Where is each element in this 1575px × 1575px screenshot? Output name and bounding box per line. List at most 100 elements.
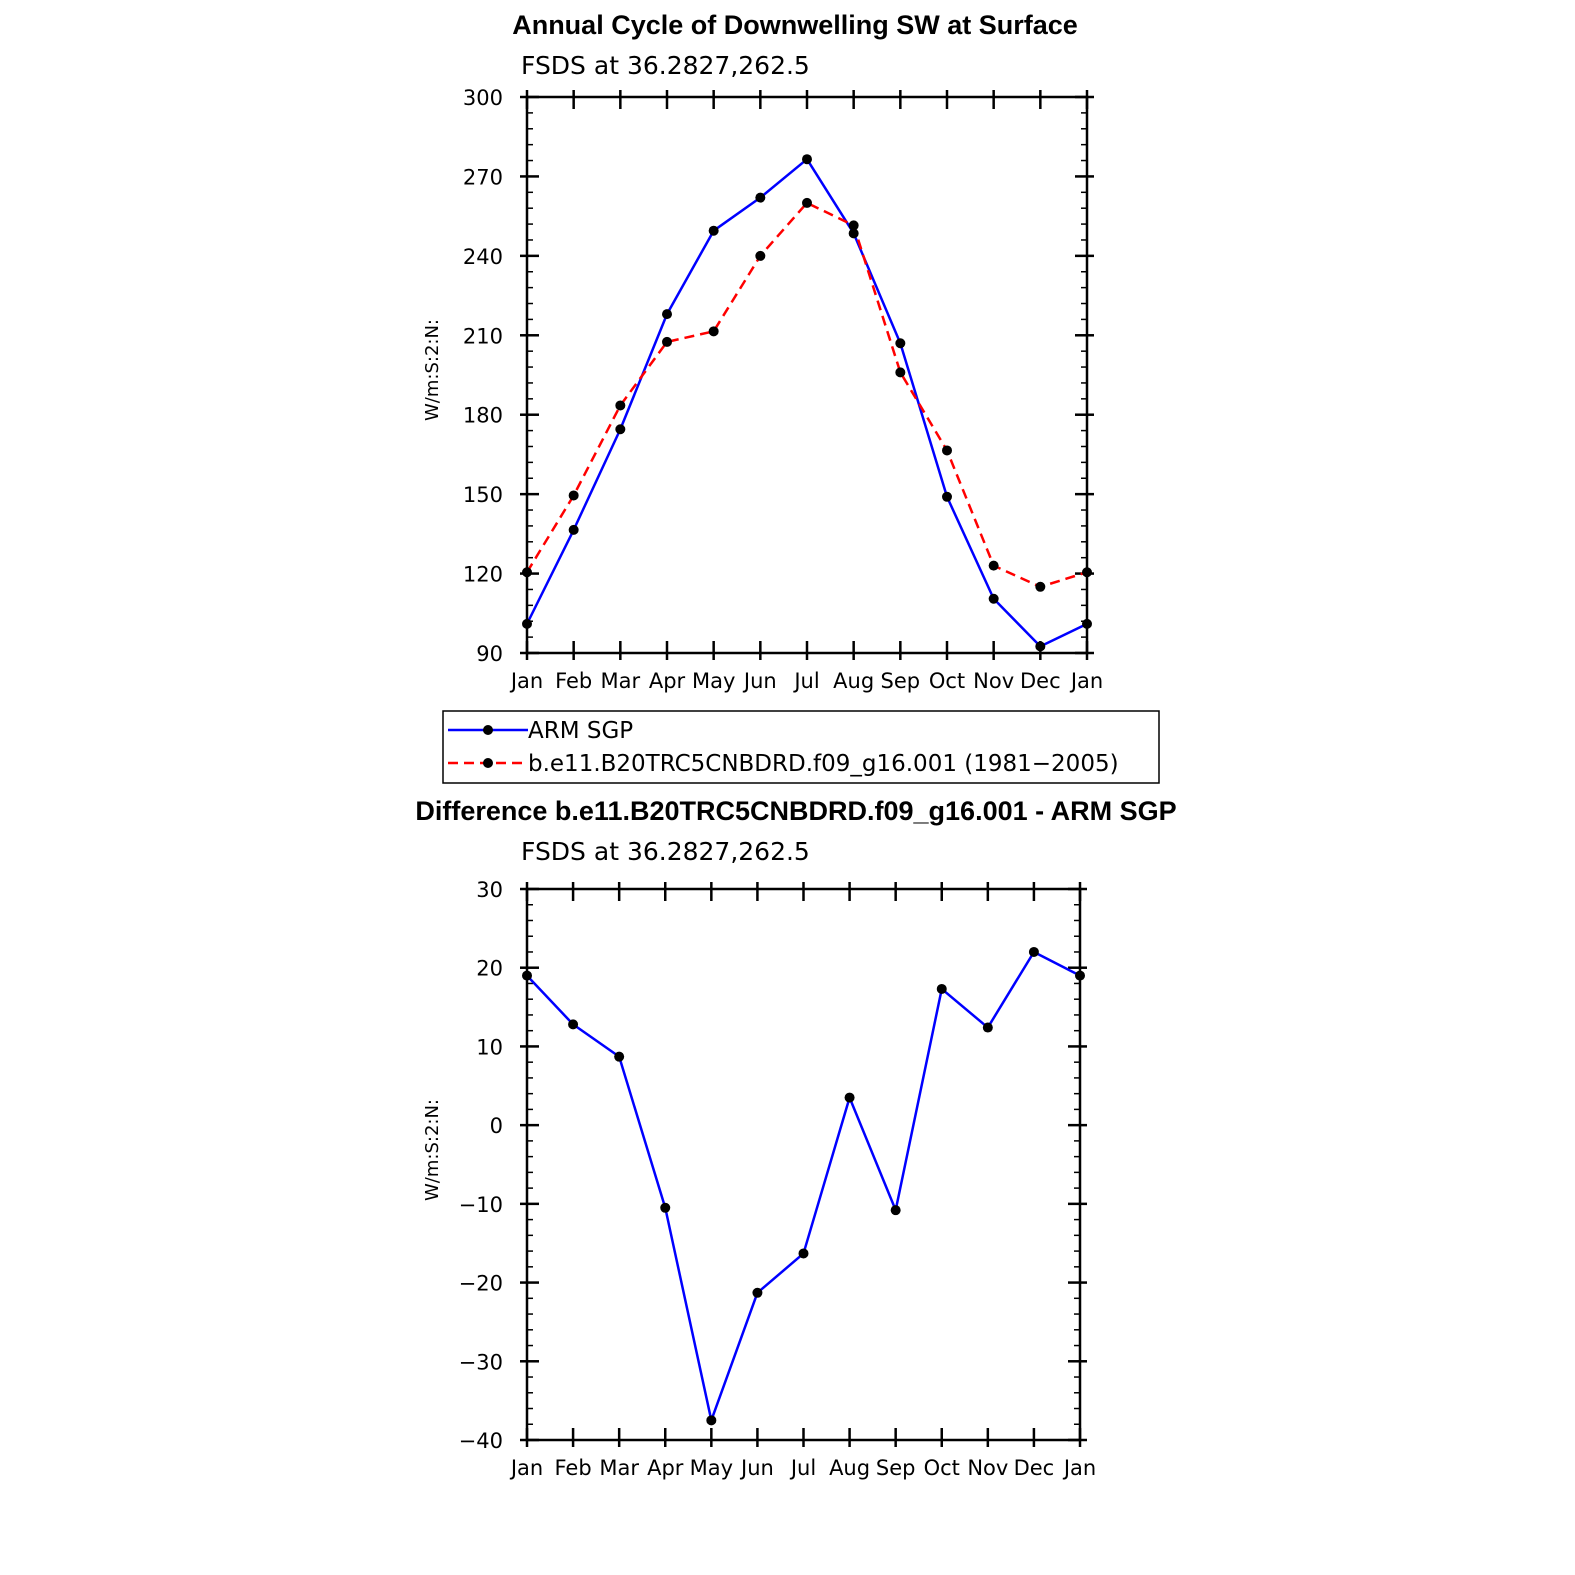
data-point: [660, 1202, 671, 1213]
y-tick-label: 240: [463, 245, 503, 269]
y-tick-label: 120: [463, 563, 503, 587]
y-tick-label: 20: [476, 957, 503, 981]
y-tick-label: 150: [463, 483, 503, 507]
data-point: [848, 228, 859, 239]
x-tick-label: May: [690, 1456, 733, 1480]
data-point: [1082, 567, 1092, 578]
data-point: [1028, 946, 1039, 957]
chart-title: Difference b.e11.B20TRC5CNBDRD.f09_g16.0…: [415, 796, 1176, 826]
data-point: [706, 1415, 717, 1426]
series-line-0: [526, 950, 1081, 1422]
legend: ARM SGP b.e11.B20TRC5CNBDRD.f09_g16.001 …: [442, 710, 1160, 784]
x-tick-label: Jan: [509, 1456, 543, 1480]
series-line-0: [525, 157, 1088, 648]
data-point: [890, 1205, 901, 1216]
legend-marker-model: [483, 758, 493, 768]
x-tick-label: Aug: [833, 669, 874, 693]
data-point: [568, 1019, 579, 1030]
y-tick-label: 30: [476, 878, 503, 902]
x-tick-label: Apr: [647, 1456, 684, 1480]
chart-subtitle: FSDS at 36.2827,262.5: [521, 837, 810, 866]
legend-box: [442, 710, 1160, 784]
data-point: [844, 1092, 855, 1103]
y-tick-label: 300: [463, 86, 503, 110]
x-tick-label: Dec: [1014, 1456, 1055, 1480]
data-point: [802, 197, 812, 208]
plot-frame: [525, 95, 1089, 655]
x-tick-label: Jan: [1062, 1456, 1096, 1480]
x-tick-label: Aug: [829, 1456, 870, 1480]
data-point: [708, 326, 719, 337]
x-tick-label: May: [692, 669, 735, 693]
x-tick-label: Sep: [876, 1456, 916, 1480]
legend-marker-arm-sgp: [483, 725, 493, 735]
x-tick-label: Apr: [649, 669, 686, 693]
x-tick-label: Nov: [973, 669, 1014, 693]
data-point: [568, 490, 579, 501]
y-tick-label: −30: [459, 1350, 503, 1374]
chart-subtitle: FSDS at 36.2827,262.5: [521, 51, 810, 80]
data-point: [942, 491, 952, 502]
legend-label-arm-sgp: ARM SGP: [528, 718, 633, 744]
data-point: [615, 424, 626, 435]
x-tick-label: Jan: [1069, 669, 1103, 693]
x-tick-label: Nov: [967, 1456, 1008, 1480]
x-tick-label: Feb: [554, 1456, 591, 1480]
x-tick-label: Oct: [929, 669, 965, 693]
x-tick-label: Feb: [555, 669, 592, 693]
x-tick-label: Sep: [881, 669, 921, 693]
data-point: [988, 560, 999, 571]
y-axis-label: W/m:S:2:N:: [422, 319, 443, 421]
y-tick-label: −20: [459, 1272, 503, 1296]
data-point: [522, 618, 532, 629]
x-tick-label: Jun: [739, 1456, 774, 1480]
data-point: [988, 593, 999, 604]
x-tick-label: Jan: [509, 669, 543, 693]
data-point: [798, 1248, 809, 1259]
x-tick-label: Mar: [601, 669, 641, 693]
y-axis-label: W/m:S:2:N:: [422, 1099, 443, 1201]
legend-label-model: b.e11.B20TRC5CNBDRD.f09_g16.001 (1981−20…: [528, 751, 1119, 777]
data-point: [1035, 641, 1046, 652]
y-tick-label: −40: [459, 1429, 503, 1453]
series-line-1: [525, 201, 1088, 589]
data-point: [522, 970, 532, 981]
data-point: [755, 192, 766, 203]
data-point: [755, 250, 766, 261]
y-tick-label: 180: [463, 404, 503, 428]
y-tick-label: 270: [463, 165, 503, 189]
data-point: [802, 154, 812, 165]
data-point: [708, 225, 719, 236]
chart-title: Annual Cycle of Downwelling SW at Surfac…: [512, 10, 1078, 40]
legend-entry-arm-sgp: ARM SGP: [448, 718, 633, 744]
annual-cycle-chart: Annual Cycle of Downwelling SW at Surfac…: [422, 10, 1160, 784]
data-point: [936, 983, 947, 994]
data-point: [895, 338, 906, 349]
data-point: [1075, 970, 1085, 981]
difference-chart: Difference b.e11.B20TRC5CNBDRD.f09_g16.0…: [415, 796, 1176, 1480]
data-point: [662, 336, 672, 347]
y-tick-label: 90: [476, 642, 503, 666]
x-tick-label: Oct: [924, 1456, 960, 1480]
plot-frame: [525, 887, 1082, 1442]
data-point: [848, 220, 859, 231]
x-tick-label: Dec: [1020, 669, 1061, 693]
data-point: [752, 1287, 763, 1298]
data-point: [1082, 618, 1092, 629]
y-tick-label: 210: [463, 324, 503, 348]
data-point: [895, 367, 906, 378]
data-point: [568, 524, 579, 535]
data-point: [1035, 581, 1046, 592]
data-point: [982, 1022, 993, 1033]
data-point: [662, 309, 672, 320]
y-tick-label: −10: [459, 1193, 503, 1217]
y-tick-label: 0: [490, 1114, 503, 1138]
x-tick-label: Jul: [789, 1456, 816, 1480]
legend-entry-model: b.e11.B20TRC5CNBDRD.f09_g16.001 (1981−20…: [448, 751, 1119, 777]
data-point: [614, 1051, 625, 1062]
x-tick-label: Jun: [742, 669, 777, 693]
data-point: [522, 567, 532, 578]
x-tick-label: Mar: [599, 1456, 639, 1480]
x-tick-label: Jul: [792, 669, 819, 693]
